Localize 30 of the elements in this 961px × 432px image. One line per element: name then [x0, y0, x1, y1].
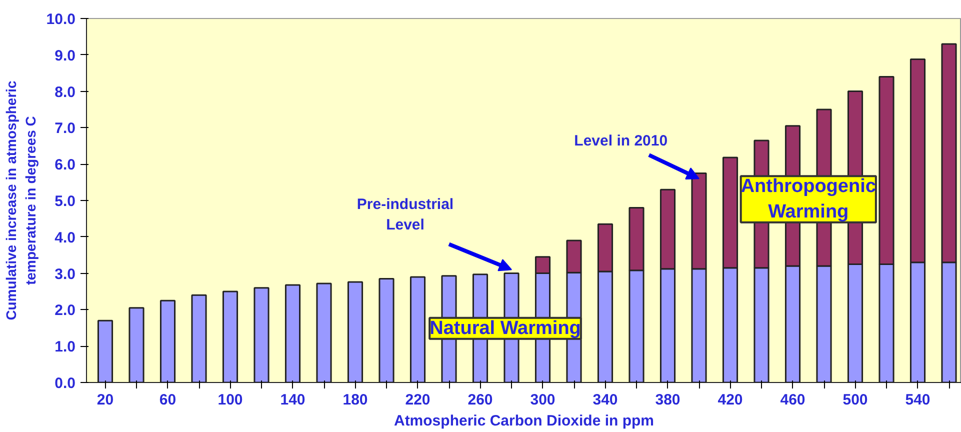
- y-tick-label: 9.0: [54, 47, 76, 64]
- y-tick-label: 4.0: [54, 229, 76, 246]
- annotation: Pre-industrial Level: [356, 196, 454, 234]
- y-tick-label: 0.0: [54, 375, 76, 392]
- x-tick-label: 60: [159, 392, 176, 408]
- y-tick-label: 8.0: [54, 84, 76, 101]
- x-tick-label: 460: [780, 392, 806, 408]
- x-axis-title: Atmospheric Carbon Dioxide in ppm: [394, 412, 654, 430]
- y-tick-label: 6.0: [54, 156, 76, 174]
- x-tick-label: 180: [342, 392, 368, 408]
- x-tick-label: 300: [530, 392, 556, 408]
- x-tick-label: 140: [280, 392, 306, 408]
- x-tick-label: 260: [468, 392, 493, 408]
- x-tick-label: 100: [218, 392, 243, 408]
- x-tick-label: 420: [718, 392, 743, 408]
- y-axis-title: Cumulative increase in atmospheric temperature in degrees C: [3, 80, 38, 320]
- x-tick-label: 540: [905, 392, 930, 408]
- y-tick-label: 7.0: [54, 120, 76, 138]
- x-tick-label: 380: [655, 392, 680, 408]
- y-tick-label: 3.0: [54, 266, 76, 283]
- series-label: Natural Warming: [430, 318, 581, 339]
- x-tick-label: 220: [405, 392, 430, 408]
- y-tick-label: 1.0: [54, 338, 76, 356]
- x-tick-label: 500: [842, 392, 868, 408]
- x-tick-label: 340: [592, 392, 618, 408]
- y-tick-label: 10.0: [46, 11, 76, 28]
- y-tick-label: 2.0: [54, 302, 76, 320]
- x-tick-label: 20: [96, 392, 114, 408]
- y-tick-label: 5.0: [54, 193, 76, 210]
- annotation: Level in 2010: [574, 132, 668, 150]
